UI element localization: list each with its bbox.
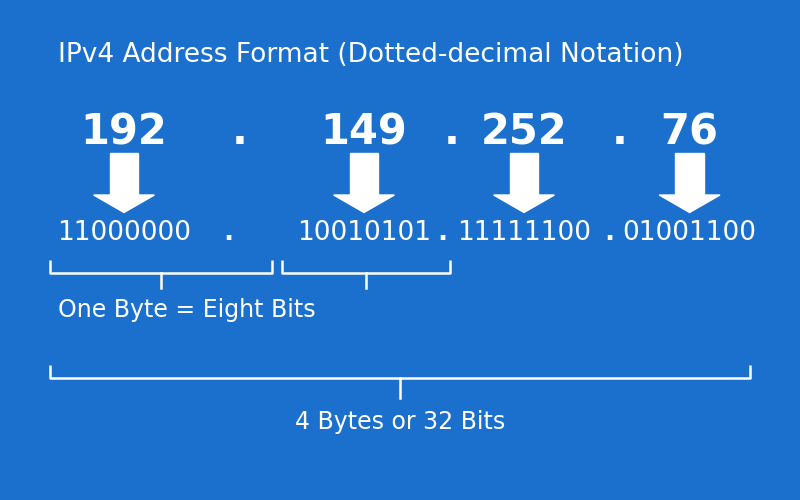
Polygon shape	[350, 152, 378, 195]
Text: 149: 149	[321, 112, 407, 154]
Text: 11111100: 11111100	[457, 220, 591, 246]
Text: 76: 76	[661, 112, 718, 154]
Text: One Byte = Eight Bits: One Byte = Eight Bits	[58, 298, 315, 322]
Polygon shape	[334, 195, 394, 212]
Polygon shape	[94, 195, 154, 212]
Text: 11000000: 11000000	[57, 220, 191, 246]
Text: 4 Bytes or 32 Bits: 4 Bytes or 32 Bits	[295, 410, 505, 434]
Text: .: .	[605, 220, 614, 246]
Text: IPv4 Address Format (Dotted-decimal Notation): IPv4 Address Format (Dotted-decimal Nota…	[58, 42, 683, 68]
Text: 01001100: 01001100	[622, 220, 757, 246]
Text: .: .	[438, 220, 447, 246]
Polygon shape	[659, 195, 720, 212]
Polygon shape	[675, 152, 704, 195]
Text: 252: 252	[481, 112, 567, 154]
Text: .: .	[223, 220, 233, 246]
Polygon shape	[110, 152, 138, 195]
Text: 10010101: 10010101	[297, 220, 431, 246]
Polygon shape	[494, 195, 554, 212]
Text: .: .	[612, 112, 628, 154]
Text: 192: 192	[81, 112, 167, 154]
Polygon shape	[510, 152, 538, 195]
Text: .: .	[444, 112, 460, 154]
Text: .: .	[232, 112, 248, 154]
